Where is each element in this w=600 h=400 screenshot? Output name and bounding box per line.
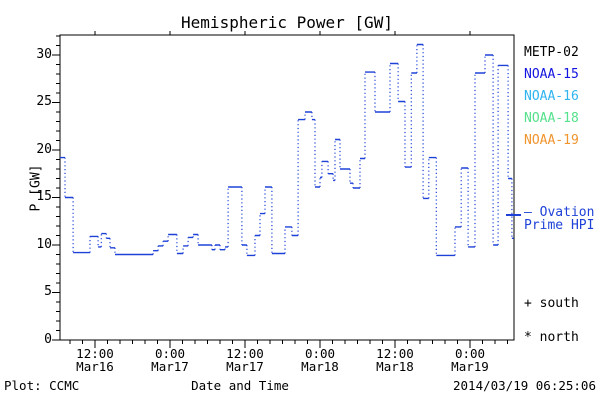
- x-tick-time: 12:00: [76, 346, 114, 361]
- plot-credit: Plot: CCMC: [4, 378, 80, 393]
- x-tick-time: 0:00: [304, 346, 336, 361]
- plot-timestamp: 2014/03/19 06:25:06: [453, 378, 596, 393]
- x-tick-time: 0:00: [454, 346, 486, 361]
- x-tick-date: Mar17: [151, 359, 189, 374]
- x-tick-time: 12:00: [376, 346, 414, 361]
- x-axis-title: Date and Time: [191, 378, 289, 393]
- x-tick-time: 0:00: [154, 346, 186, 361]
- x-tick-date: Mar16: [76, 359, 114, 374]
- x-tick-date: Mar18: [376, 359, 414, 374]
- north-symbol: *: [524, 330, 532, 345]
- south-marker-note: + south: [524, 296, 579, 311]
- x-tick-label: 12:00 Mar16: [60, 347, 130, 373]
- x-tick-time: 12:00: [226, 346, 264, 361]
- legend-item-metp-02: METP-02: [524, 45, 579, 60]
- y-tick-label: 5: [44, 284, 52, 300]
- ovation-legend: — Ovation Prime HPI: [524, 206, 594, 232]
- x-tick-label: 0:00 Mar18: [285, 347, 355, 373]
- x-tick-label: 0:00 Mar19: [435, 347, 505, 373]
- x-tick-label: 12:00 Mar17: [210, 347, 280, 373]
- y-tick-label: 20: [36, 141, 52, 157]
- y-tick-label: 30: [36, 46, 52, 62]
- x-tick-label: 0:00 Mar17: [135, 347, 205, 373]
- legend-item-noaa-18: NOAA-18: [524, 111, 579, 126]
- south-label: south: [539, 296, 579, 311]
- ovation-legend-line1: — Ovation: [524, 205, 595, 220]
- y-tick-label: 15: [36, 189, 52, 205]
- x-tick-date: Mar19: [451, 359, 489, 374]
- x-tick-date: Mar18: [301, 359, 339, 374]
- ovation-legend-line2: Prime HPI: [524, 218, 595, 233]
- y-tick-label: 0: [44, 332, 52, 347]
- south-symbol: +: [524, 296, 532, 311]
- north-label: north: [539, 330, 579, 345]
- x-tick-label: 12:00 Mar18: [360, 347, 430, 373]
- legend-item-noaa-16: NOAA-16: [524, 89, 579, 104]
- y-tick-label: 25: [36, 94, 52, 110]
- x-tick-date: Mar17: [226, 359, 264, 374]
- legend-item-noaa-15: NOAA-15: [524, 67, 579, 82]
- hpi-step-line-connectors: [64, 44, 513, 256]
- north-marker-note: * north: [524, 330, 579, 345]
- chart-title: Hemispheric Power [GW]: [181, 13, 393, 32]
- y-tick-label: 10: [36, 236, 52, 252]
- axis-box: [59, 34, 515, 341]
- hpi-step-line: [60, 43, 514, 257]
- legend-item-noaa-19: NOAA-19: [524, 133, 579, 148]
